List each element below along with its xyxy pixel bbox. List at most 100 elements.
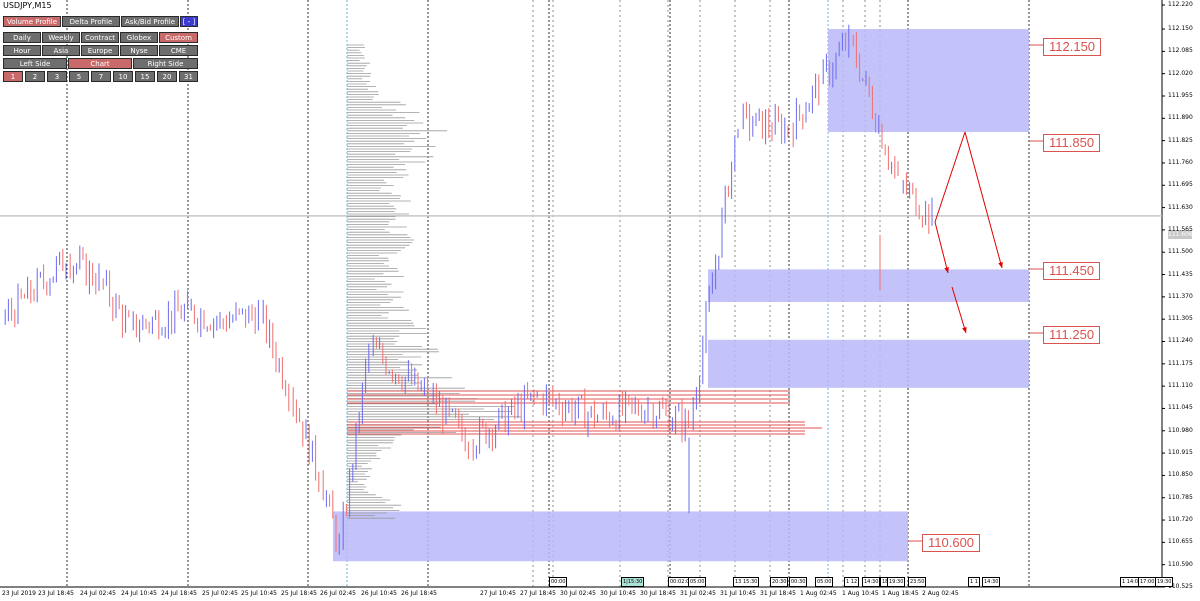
time-tick-label: 31 Jul 18:45: [760, 590, 796, 597]
price-tick-label: 110.590: [1168, 560, 1193, 568]
price-tick-label: 111.890: [1168, 114, 1193, 122]
time-tick-label: 25 Jul 18:45: [281, 590, 317, 597]
zone-label-111250: 111.250: [1043, 326, 1101, 344]
price-tick-label: 112.085: [1168, 47, 1193, 55]
price-tick-label: 112.220: [1168, 1, 1193, 8]
price-tick-label: 110.720: [1168, 516, 1193, 524]
session-tag: 23:50: [908, 577, 927, 587]
price-tick-label: 111.305: [1168, 315, 1193, 323]
count-15-button[interactable]: 15: [135, 71, 155, 82]
price-tick-label: 111.045: [1168, 404, 1193, 412]
forecast-arrow: [964, 131, 1003, 269]
chart-side-button[interactable]: Chart: [68, 58, 132, 69]
period-weekly-button[interactable]: Weekly: [42, 32, 80, 43]
price-tick-label: 111.695: [1168, 181, 1193, 189]
price-tick-label: 111.500: [1168, 248, 1193, 256]
forecast-arrow: [934, 221, 949, 274]
forecast-arrow: [951, 286, 967, 334]
count-5-button[interactable]: 5: [69, 71, 89, 82]
left-side-button[interactable]: Left Side: [3, 58, 67, 69]
forecast-arrowhead: [962, 327, 967, 333]
session-hour-button[interactable]: Hour: [3, 45, 41, 56]
zone-111450: [708, 269, 1029, 303]
price-tick-label: 110.525: [1168, 583, 1193, 590]
count-2-button[interactable]: 2: [25, 71, 45, 82]
price-tick-label: 111.175: [1168, 359, 1193, 367]
count-7-button[interactable]: 7: [91, 71, 111, 82]
time-tick-label: 1 Aug 02:45: [800, 590, 837, 597]
session-tag: 05:00: [688, 577, 707, 587]
price-tick-label: 112.150: [1168, 25, 1193, 33]
time-tick-label: 1 Aug 18:45: [882, 590, 919, 597]
time-tick-label: 31 Jul 02:45: [680, 590, 716, 597]
time-tick-label: 26 Jul 18:45: [401, 590, 437, 597]
count-31-button[interactable]: 31: [179, 71, 198, 82]
zone-label-111850: 111.850: [1043, 134, 1101, 152]
count-3-button[interactable]: 3: [47, 71, 67, 82]
time-tick-label: 23 Jul 2019: [2, 590, 36, 597]
symbol-title: USDJPY,M15: [3, 1, 52, 10]
zone-label-111450: 111.450: [1043, 262, 1101, 280]
session-tag: 14:30: [982, 577, 1001, 587]
time-tick-label: 23 Jul 18:45: [38, 590, 74, 597]
period-daily-button[interactable]: Daily: [3, 32, 41, 43]
time-tick-label: 27 Jul 10:45: [480, 590, 516, 597]
period-contract-button[interactable]: Contract: [81, 32, 119, 43]
time-tick-label: 30 Jul 02:45: [560, 590, 596, 597]
forecast-arrowhead: [998, 262, 1003, 268]
price-tick-label: 110.785: [1168, 493, 1193, 501]
price-tick-label: 111.565: [1168, 225, 1193, 233]
session-cme-button[interactable]: CME: [159, 45, 198, 56]
session-asia-button[interactable]: Asia: [42, 45, 80, 56]
period-globex-button[interactable]: Globex: [120, 32, 158, 43]
session-tag: 14:30: [862, 577, 881, 587]
zone-label-110600: 110.600: [922, 534, 981, 552]
time-tick-label: 26 Jul 02:45: [320, 590, 356, 597]
price-tick-label: 110.655: [1168, 538, 1193, 546]
session-tag: 13 15:30: [733, 577, 760, 587]
time-tick-label: 31 Jul 10:45: [720, 590, 756, 597]
time-tick-label: 25 Jul 10:45: [241, 590, 277, 597]
session-tag: 05:00: [815, 577, 834, 587]
time-tick-label: 30 Jul 18:45: [640, 590, 676, 597]
right-side-button[interactable]: Right Side: [133, 58, 198, 69]
price-tick-label: 111.825: [1168, 136, 1193, 144]
time-tick-label: 1 Aug 10:45: [842, 590, 879, 597]
delta-profile-button[interactable]: Delta Profile: [62, 16, 120, 27]
price-tick-label: 111.630: [1168, 203, 1193, 211]
time-tick-label: 27 Jul 18:45: [520, 590, 556, 597]
price-tick-label: 111.760: [1168, 158, 1193, 166]
session-europe-button[interactable]: Europe: [81, 45, 119, 56]
price-tick-label: 112.020: [1168, 69, 1193, 77]
count-1-button[interactable]: 1: [3, 71, 23, 82]
count-20-button[interactable]: 20: [157, 71, 177, 82]
time-tick-label: 24 Jul 18:45: [161, 590, 197, 597]
count-10-button[interactable]: 10: [113, 71, 133, 82]
session-nyse-button[interactable]: Nyse: [120, 45, 158, 56]
zone-112150: [828, 29, 1029, 133]
time-tick-label: 25 Jul 02:45: [202, 590, 238, 597]
volume-profile-button[interactable]: Volume Profile: [3, 16, 61, 27]
price-tick-label: 111.110: [1168, 382, 1193, 390]
collapse-panel-button[interactable]: [ - ]: [180, 16, 198, 27]
price-tick-label: 111.955: [1168, 91, 1193, 99]
time-tick-label: 24 Jul 02:45: [80, 590, 116, 597]
price-tick-label: 111.435: [1168, 270, 1193, 278]
zone-label-112150: 112.150: [1043, 38, 1102, 56]
session-tag: 1 1: [968, 577, 980, 587]
session-tag: 20:30: [770, 577, 789, 587]
zone-110600: [333, 511, 908, 562]
price-tick-label: 111.370: [1168, 292, 1193, 300]
current-price-marker: 111.606: [1168, 230, 1193, 239]
zone-111250: [708, 339, 1029, 388]
session-tag: 1 12: [844, 577, 860, 587]
time-tick-label: 24 Jul 10:45: [121, 590, 157, 597]
session-tag: 00:30: [789, 577, 808, 587]
period-custom-button[interactable]: Custom: [159, 32, 198, 43]
session-tag: 17:00: [1138, 577, 1157, 587]
price-tick-label: 111.240: [1168, 337, 1193, 345]
session-tag: 19:30: [1155, 577, 1174, 587]
askbid-profile-button[interactable]: Ask/Bid Profile: [121, 16, 179, 27]
